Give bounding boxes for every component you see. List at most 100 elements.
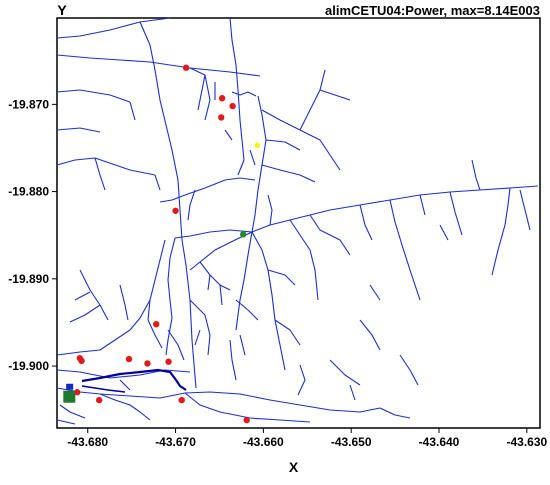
network-line-14 bbox=[265, 139, 301, 151]
main-feeder-line bbox=[81, 368, 187, 391]
network-line-61 bbox=[239, 334, 246, 356]
red-node-12 bbox=[95, 396, 103, 404]
red-node-1 bbox=[218, 95, 226, 102]
network-line-39 bbox=[207, 274, 211, 291]
network-line-29 bbox=[471, 159, 481, 191]
network-line-0 bbox=[56, 17, 171, 39]
network-line-55 bbox=[379, 407, 411, 419]
network-line-59 bbox=[56, 419, 76, 425]
network-line-10 bbox=[231, 91, 257, 97]
network-line-24 bbox=[309, 214, 351, 256]
network-line-34 bbox=[147, 319, 163, 349]
network-line-70 bbox=[249, 149, 256, 166]
y-axis-label: Y bbox=[57, 2, 67, 18]
network-line-38 bbox=[199, 261, 231, 291]
network-line-76 bbox=[399, 354, 419, 386]
red-node-5 bbox=[153, 320, 160, 328]
x-tick-label-2: -43.660 bbox=[243, 435, 284, 449]
x-tick-label-0: -43.680 bbox=[67, 435, 108, 449]
x-tick-label-1: -43.670 bbox=[155, 435, 196, 449]
y-tick-label-2: -19.890 bbox=[8, 272, 49, 286]
network-line-18 bbox=[189, 231, 253, 271]
network-line-45 bbox=[69, 304, 101, 323]
network-line-73 bbox=[439, 224, 449, 241]
network-line-53 bbox=[229, 339, 237, 381]
network-line-57 bbox=[349, 384, 356, 401]
network-line-75 bbox=[359, 319, 381, 351]
red-node-8 bbox=[125, 355, 133, 363]
network-line-63 bbox=[159, 194, 186, 203]
red-node-10 bbox=[165, 358, 172, 365]
network-line-15 bbox=[261, 164, 316, 183]
x-axis-label: X bbox=[289, 459, 299, 475]
network-line-51 bbox=[99, 393, 151, 421]
network-line-33 bbox=[56, 299, 151, 356]
red-node-11 bbox=[178, 396, 185, 404]
network-line-22 bbox=[267, 194, 273, 226]
network-line-56 bbox=[297, 364, 306, 396]
source-blue-marker-0 bbox=[66, 383, 74, 390]
network-line-23 bbox=[289, 219, 319, 301]
network-line-42 bbox=[274, 319, 301, 346]
network-line-58 bbox=[59, 404, 86, 419]
network-line-44 bbox=[79, 269, 109, 321]
network-line-6 bbox=[229, 17, 245, 161]
network-line-47 bbox=[74, 291, 91, 301]
red-node-3 bbox=[218, 114, 225, 121]
network-line-28 bbox=[449, 191, 463, 236]
network-line-35 bbox=[165, 317, 173, 356]
network-line-52 bbox=[119, 379, 131, 391]
red-node-0 bbox=[182, 64, 190, 71]
network-line-71 bbox=[224, 129, 233, 141]
network-line-54 bbox=[329, 359, 361, 386]
network-line-30 bbox=[491, 187, 511, 276]
network-line-48 bbox=[56, 369, 191, 379]
red-node-4 bbox=[172, 207, 179, 214]
x-tick-label-3: -43.650 bbox=[331, 435, 372, 449]
chart-title: alimCETU04:Power, max=8.14E003 bbox=[325, 3, 540, 18]
network-line-50 bbox=[184, 392, 311, 423]
plot-frame bbox=[56, 17, 541, 429]
network-line-20 bbox=[235, 231, 253, 331]
network-line-65 bbox=[129, 101, 136, 121]
network-line-43 bbox=[267, 269, 296, 286]
network-line-68 bbox=[319, 89, 351, 101]
network-line-3 bbox=[56, 89, 131, 103]
network-line-7 bbox=[189, 67, 211, 121]
network-line-64 bbox=[154, 174, 161, 191]
red-node-9 bbox=[144, 360, 151, 367]
network-line-46 bbox=[119, 284, 129, 321]
network-line-16 bbox=[184, 177, 256, 196]
source-square-0 bbox=[63, 390, 76, 403]
network-line-2 bbox=[56, 54, 261, 77]
y-tick-label-1: -19.880 bbox=[8, 185, 49, 199]
x-tick-label-5: -43.630 bbox=[506, 435, 547, 449]
network-line-13 bbox=[299, 69, 326, 131]
network-line-4 bbox=[56, 127, 101, 133]
network-line-67 bbox=[329, 154, 341, 171]
network-line-36 bbox=[167, 329, 185, 361]
network-line-72 bbox=[519, 189, 531, 231]
network-line-32 bbox=[167, 237, 176, 319]
red-node-2 bbox=[229, 102, 236, 110]
network-line-8 bbox=[197, 74, 206, 111]
network-line-31 bbox=[147, 239, 166, 321]
network-line-60 bbox=[194, 329, 201, 346]
red-node-7 bbox=[78, 357, 85, 365]
yellow-node-0 bbox=[254, 142, 261, 149]
network-line-26 bbox=[389, 199, 421, 301]
network-line-69 bbox=[94, 157, 106, 191]
network-line-21 bbox=[174, 229, 253, 239]
network-line-17 bbox=[251, 185, 539, 233]
y-tick-label-3: -19.900 bbox=[8, 359, 49, 373]
y-tick-label-0: -19.870 bbox=[8, 97, 49, 111]
x-tick-label-4: -43.640 bbox=[419, 435, 460, 449]
network-line-1 bbox=[139, 21, 197, 389]
network-line-27 bbox=[419, 194, 426, 216]
network-line-19 bbox=[251, 231, 286, 371]
red-node-13 bbox=[73, 389, 81, 396]
red-node-14 bbox=[243, 416, 250, 424]
network-line-25 bbox=[359, 204, 373, 241]
